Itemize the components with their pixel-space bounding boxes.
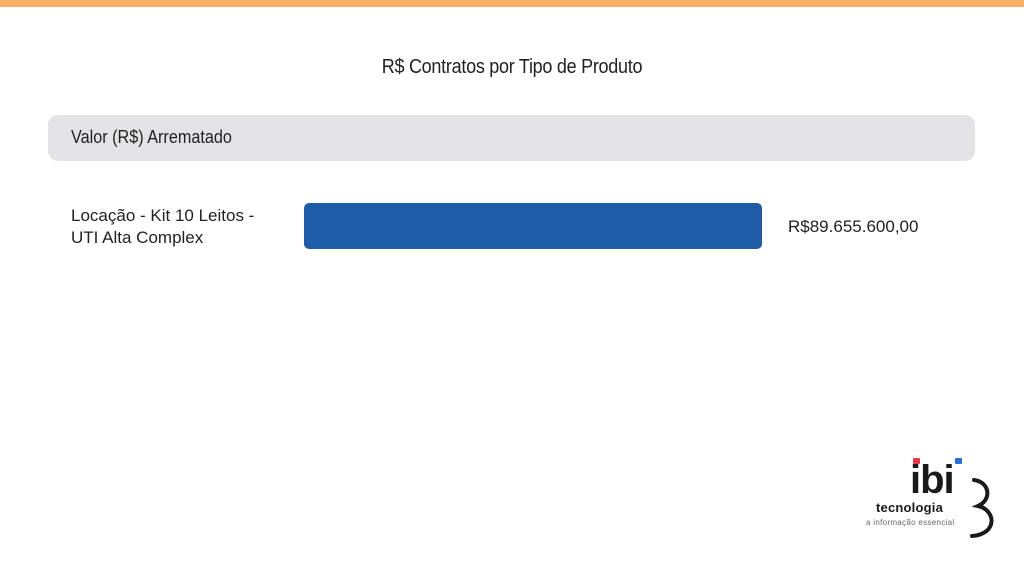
company-logo: ibi tecnologia a informação essencial (862, 458, 1002, 540)
value-label: R$89.655.600,00 (788, 217, 918, 236)
accent-top-bar (0, 0, 1024, 7)
logo-dot-red (913, 458, 920, 464)
logo-wordmark: ibi (910, 458, 955, 502)
logo-dot-blue (955, 458, 962, 464)
measure-header: Valor (R$) Arrematado (48, 115, 975, 161)
measure-label: Valor (R$) Arrematado (71, 127, 232, 147)
logo-subtitle: tecnologia (876, 500, 944, 515)
bar[interactable] (304, 203, 762, 249)
chart-title: R$ Contratos por Tipo de Produto (381, 56, 643, 78)
logo-tagline: a informação essencial (866, 518, 955, 527)
category-label: Locação - Kit 10 Leitos -UTI Alta Comple… (71, 206, 254, 247)
logo-curve-icon (970, 478, 994, 538)
